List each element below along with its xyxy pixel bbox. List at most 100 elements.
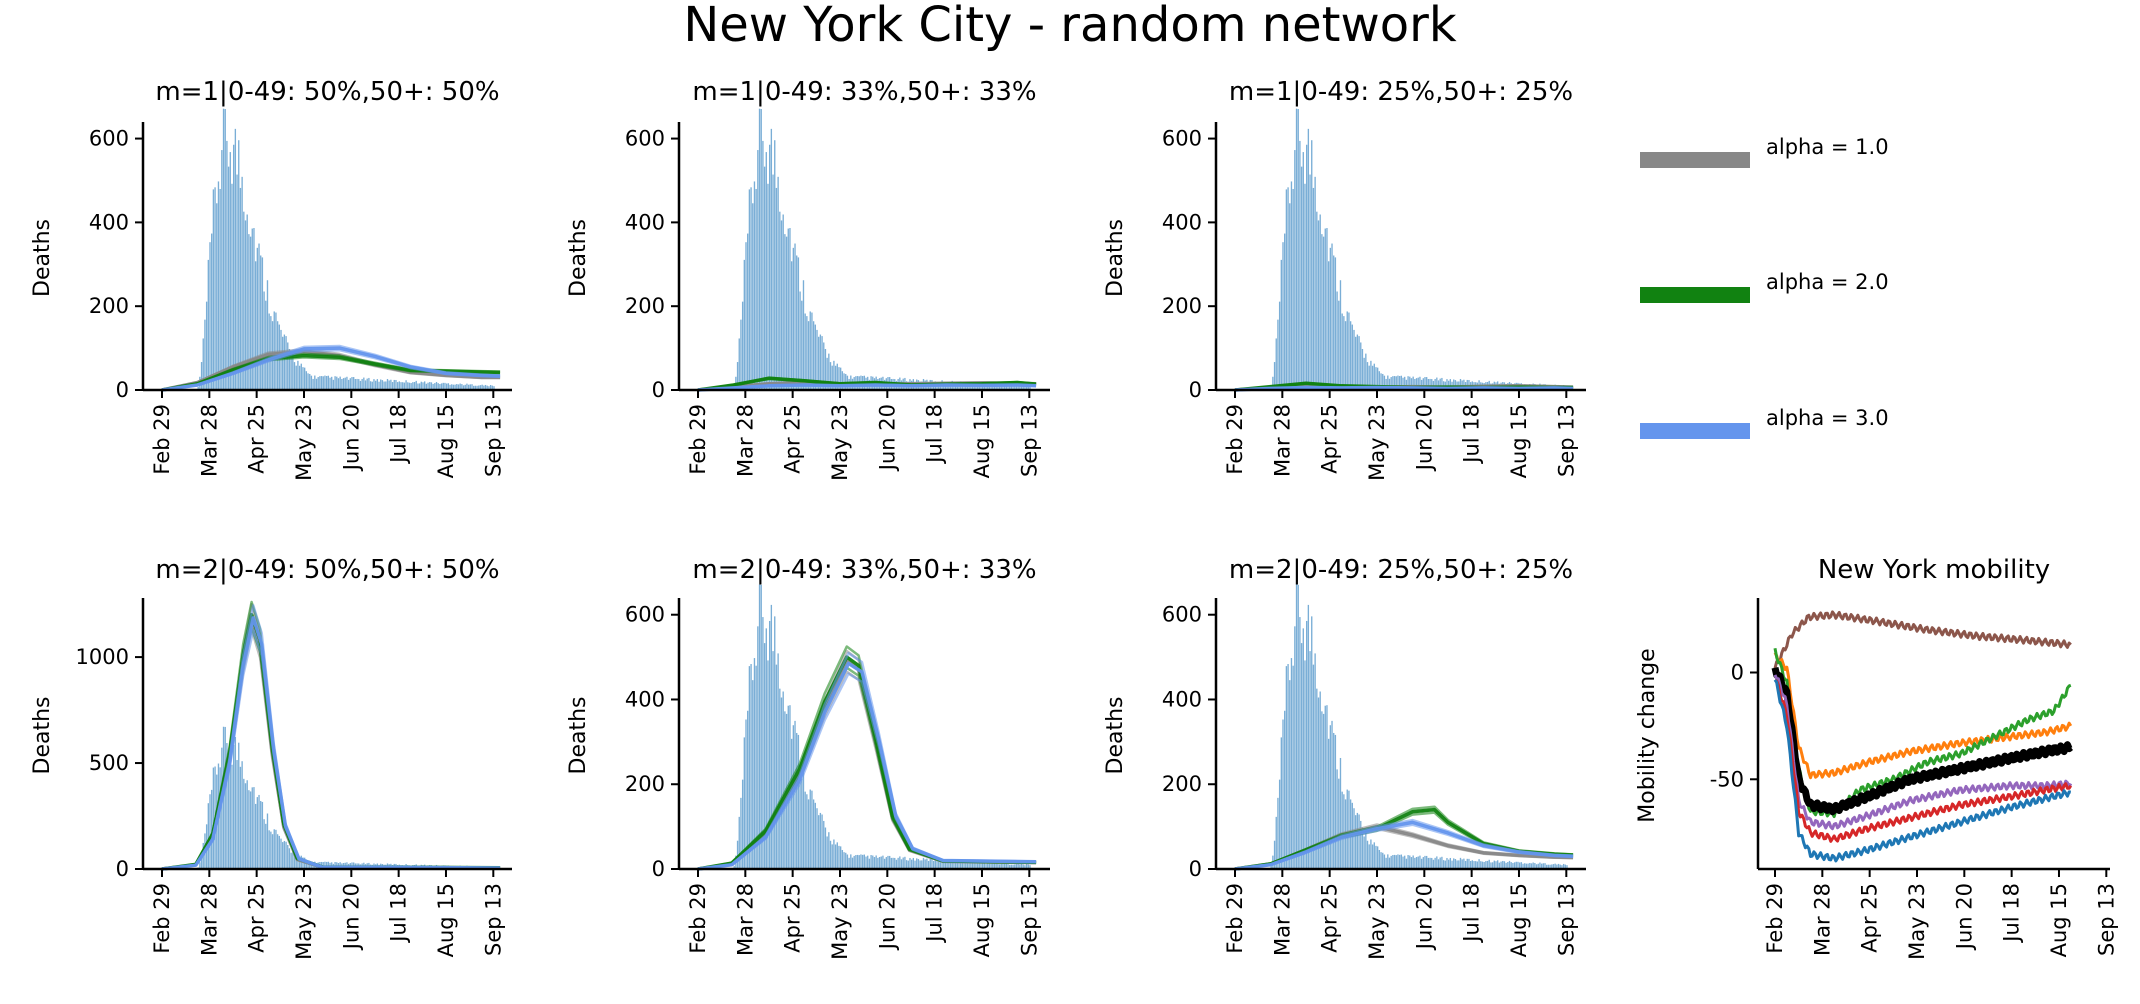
death-bar xyxy=(1325,229,1326,390)
death-bar xyxy=(1401,855,1402,869)
death-bar xyxy=(821,814,822,869)
death-bar xyxy=(1306,621,1307,869)
death-bar xyxy=(341,379,342,390)
death-bar xyxy=(1313,188,1314,390)
death-bar xyxy=(1372,844,1373,869)
death-bar xyxy=(213,189,214,390)
death-bar xyxy=(1289,680,1290,869)
death-bar xyxy=(862,855,863,869)
death-bar xyxy=(214,187,215,390)
x-tick-label: Feb 29 xyxy=(1223,883,1247,954)
death-bar xyxy=(818,815,819,869)
death-bar xyxy=(1347,311,1348,390)
death-bar xyxy=(745,242,746,390)
death-bar xyxy=(791,261,792,390)
death-bar xyxy=(1291,658,1292,869)
death-bar xyxy=(1279,780,1280,869)
y-tick-label: 600 xyxy=(1162,127,1202,151)
death-bar xyxy=(1336,769,1337,869)
death-bar xyxy=(297,361,298,390)
death-bar xyxy=(859,855,860,869)
death-bar xyxy=(219,767,220,869)
death-bar xyxy=(1316,689,1317,869)
observed-deaths-bars xyxy=(733,109,1030,390)
death-bar xyxy=(832,844,833,869)
death-bar xyxy=(257,797,258,869)
death-bar xyxy=(764,167,765,390)
death-bar xyxy=(772,175,773,390)
death-bar xyxy=(1436,856,1437,869)
death-bar xyxy=(235,737,236,869)
death-bar xyxy=(1281,737,1282,869)
death-bar xyxy=(1357,813,1358,869)
death-bar xyxy=(882,856,883,869)
death-bar xyxy=(265,301,266,390)
death-bar xyxy=(749,189,750,390)
death-bar xyxy=(1298,585,1299,869)
death-bar xyxy=(908,861,909,869)
death-bar xyxy=(311,376,312,390)
x-tick-label: Aug 15 xyxy=(1507,404,1531,478)
death-bar xyxy=(857,855,858,869)
y-tick-label: 600 xyxy=(625,127,665,151)
death-bar xyxy=(1467,859,1468,869)
y-tick-label: -50 xyxy=(1710,767,1744,791)
death-bar xyxy=(931,859,932,869)
death-bar xyxy=(1426,856,1427,869)
death-bar xyxy=(1463,859,1464,869)
death-bar xyxy=(771,129,772,390)
death-bar xyxy=(1369,844,1370,869)
death-bar xyxy=(823,821,824,869)
death-bar xyxy=(216,203,217,390)
death-bar xyxy=(870,855,871,869)
x-tick-label: Jun 20 xyxy=(1952,883,1976,951)
death-bar xyxy=(395,380,396,390)
death-bar xyxy=(869,859,870,869)
death-bar xyxy=(892,858,893,869)
x-tick-label: May 23 xyxy=(828,404,852,481)
death-bar xyxy=(1284,234,1285,390)
y-tick-label: 0 xyxy=(1189,378,1202,402)
death-bar xyxy=(360,381,361,390)
death-bar xyxy=(225,727,226,869)
x-tick-label: Sep 13 xyxy=(481,404,505,477)
death-bar xyxy=(231,184,232,390)
x-tick-label: Apr 25 xyxy=(1318,404,1342,474)
death-bar xyxy=(891,858,892,869)
death-bar xyxy=(243,779,244,869)
death-bar xyxy=(304,368,305,390)
death-bar xyxy=(1331,721,1332,869)
death-bar xyxy=(290,358,291,390)
death-bar xyxy=(375,381,376,390)
death-bar xyxy=(777,177,778,390)
death-bar xyxy=(1284,711,1285,869)
death-bar xyxy=(287,342,288,390)
death-bar xyxy=(925,859,926,869)
death-bar xyxy=(240,767,241,869)
death-bar xyxy=(843,373,844,390)
death-bar xyxy=(1350,321,1351,390)
death-bar xyxy=(779,212,780,390)
death-bar xyxy=(1348,791,1349,869)
death-bar xyxy=(1363,836,1364,869)
y-axis-label: Deaths xyxy=(1103,219,1128,297)
death-bar xyxy=(211,234,212,390)
x-tick-label: Feb 29 xyxy=(1223,404,1247,475)
death-bar xyxy=(810,790,811,869)
y-tick-label: 400 xyxy=(1162,210,1202,234)
death-bar xyxy=(1367,841,1368,869)
death-bar xyxy=(1445,861,1446,869)
death-bar xyxy=(1291,181,1292,390)
death-bar xyxy=(345,378,346,390)
death-bar xyxy=(1489,860,1490,869)
death-bar xyxy=(752,203,753,390)
x-tick-label: Mar 28 xyxy=(1270,883,1294,956)
x-tick-label: Mar 28 xyxy=(197,404,221,477)
panel-title: m=1|0-49: 33%,50+: 33% xyxy=(692,77,1036,107)
death-bar xyxy=(926,859,927,869)
death-bar xyxy=(913,858,914,869)
death-bar xyxy=(1296,584,1297,869)
x-tick-label: Aug 15 xyxy=(2047,883,2071,957)
y-tick-label: 200 xyxy=(1162,294,1202,318)
y-tick-label: 0 xyxy=(116,378,129,402)
